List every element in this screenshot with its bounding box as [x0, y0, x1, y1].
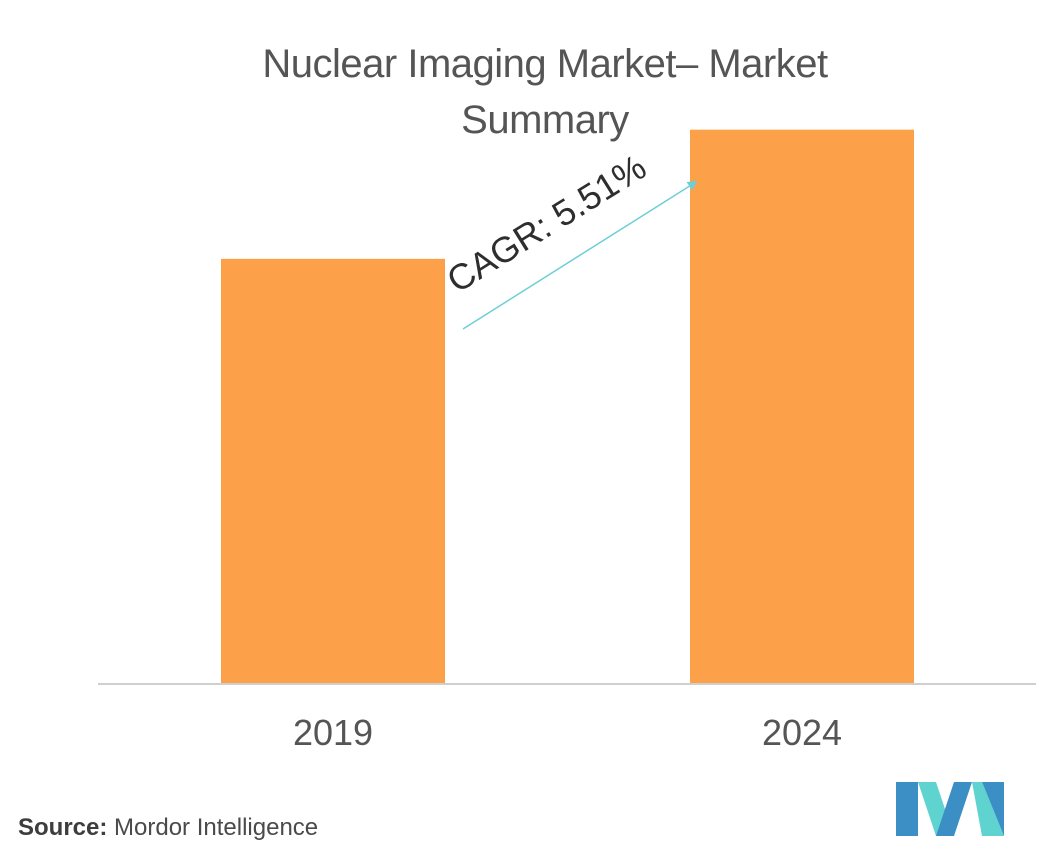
chart-title-line-2: Summary: [461, 98, 629, 142]
bar-chart: 2019 2024 CAGR: 5.51%: [98, 129, 1036, 753]
cagr-arrow: [462, 180, 698, 330]
chart-title-line-1: Nuclear Imaging Market– Market: [262, 42, 828, 86]
bars-group: [221, 129, 914, 684]
x-tick-label-2019: 2019: [293, 712, 373, 753]
x-tick-label-2024: 2024: [762, 712, 842, 753]
source-label: Source:: [18, 814, 108, 841]
source-text: Mordor Intelligence: [114, 814, 319, 841]
mordor-intelligence-logo-icon: [896, 782, 1004, 836]
bar-2024: [690, 129, 914, 684]
bar-2019: [221, 258, 445, 684]
chart-title: Nuclear Imaging Market– Market Summary: [180, 36, 910, 148]
source-note: Source: Mordor Intelligence: [18, 814, 318, 842]
cagr-annotation: CAGR: 5.51%: [440, 146, 653, 301]
x-tick-labels: 2019 2024: [293, 712, 842, 753]
